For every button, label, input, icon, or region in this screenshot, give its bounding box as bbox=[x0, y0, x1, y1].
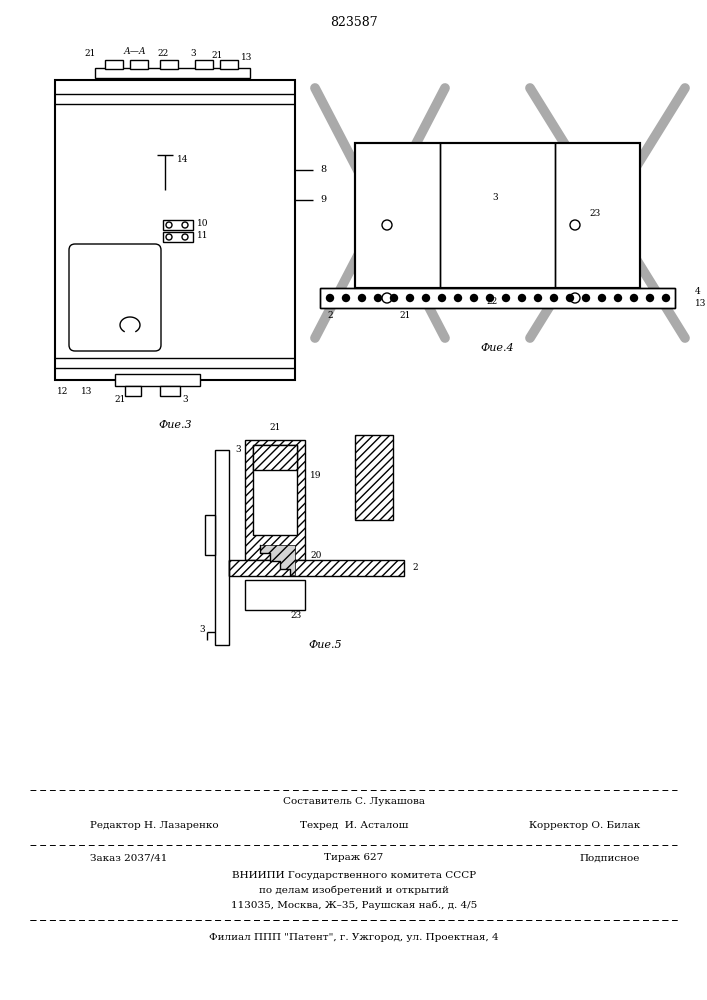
Text: 13: 13 bbox=[695, 300, 706, 308]
Text: 22: 22 bbox=[486, 298, 498, 306]
Circle shape bbox=[486, 294, 493, 302]
Bar bbox=[355, 143, 640, 288]
Text: 3: 3 bbox=[190, 49, 196, 58]
Text: 21: 21 bbox=[115, 395, 126, 404]
Text: 21: 21 bbox=[269, 424, 281, 432]
Circle shape bbox=[327, 294, 334, 302]
Circle shape bbox=[438, 294, 445, 302]
Text: Заказ 2037/41: Заказ 2037/41 bbox=[90, 854, 168, 862]
Circle shape bbox=[534, 294, 542, 302]
Text: 11: 11 bbox=[197, 232, 209, 240]
Text: 4: 4 bbox=[695, 288, 701, 296]
Text: 3: 3 bbox=[199, 626, 205, 635]
Bar bbox=[355, 435, 393, 520]
Text: 23: 23 bbox=[290, 610, 301, 619]
Bar bbox=[160, 60, 178, 69]
Bar bbox=[115, 374, 200, 386]
Text: 12: 12 bbox=[57, 387, 69, 396]
Text: 823587: 823587 bbox=[330, 15, 378, 28]
Text: Фие.4: Фие.4 bbox=[480, 343, 514, 353]
FancyBboxPatch shape bbox=[69, 244, 161, 351]
Bar bbox=[195, 60, 213, 69]
Bar bbox=[205, 515, 215, 555]
Text: по делам изобретений и открытий: по делам изобретений и открытий bbox=[259, 885, 449, 895]
Circle shape bbox=[646, 294, 653, 302]
Text: Фие.5: Фие.5 bbox=[308, 640, 341, 650]
Circle shape bbox=[375, 294, 382, 302]
Text: 3: 3 bbox=[492, 194, 498, 202]
Bar bbox=[253, 445, 297, 470]
Circle shape bbox=[455, 294, 462, 302]
Bar bbox=[229, 560, 404, 576]
Bar bbox=[355, 143, 640, 288]
Bar bbox=[95, 68, 250, 78]
Text: 2: 2 bbox=[412, 564, 418, 572]
Text: 13: 13 bbox=[81, 387, 93, 396]
Text: Редактор Н. Лазаренко: Редактор Н. Лазаренко bbox=[90, 820, 218, 830]
Circle shape bbox=[631, 294, 638, 302]
Text: 21: 21 bbox=[84, 49, 95, 58]
Text: 14: 14 bbox=[177, 155, 189, 164]
Circle shape bbox=[518, 294, 525, 302]
Text: 3: 3 bbox=[235, 446, 240, 454]
Bar bbox=[163, 232, 193, 242]
Text: Составитель С. Лукашова: Составитель С. Лукашова bbox=[283, 798, 425, 806]
Bar bbox=[163, 220, 193, 230]
Bar bbox=[245, 580, 305, 610]
Bar bbox=[105, 60, 123, 69]
Text: 3: 3 bbox=[182, 395, 188, 404]
Text: Техред  И. Асталош: Техред И. Асталош bbox=[300, 820, 408, 830]
Circle shape bbox=[407, 294, 414, 302]
Polygon shape bbox=[260, 545, 295, 575]
Circle shape bbox=[423, 294, 429, 302]
Text: 21: 21 bbox=[211, 51, 223, 60]
Text: 113035, Москва, Ж–35, Раушская наб., д. 4/5: 113035, Москва, Ж–35, Раушская наб., д. … bbox=[231, 900, 477, 910]
Bar bbox=[215, 450, 229, 645]
Bar bbox=[125, 386, 141, 396]
Text: 9: 9 bbox=[320, 196, 326, 205]
Text: Филиал ППП "Патент", г. Ужгород, ул. Проектная, 4: Филиал ППП "Патент", г. Ужгород, ул. Про… bbox=[209, 934, 499, 942]
Circle shape bbox=[583, 294, 590, 302]
Text: 13: 13 bbox=[241, 53, 252, 62]
Circle shape bbox=[342, 294, 349, 302]
Text: 21: 21 bbox=[399, 312, 411, 320]
Bar bbox=[245, 440, 305, 560]
Text: Тираж 627: Тираж 627 bbox=[325, 854, 384, 862]
Text: Фие.3: Фие.3 bbox=[158, 420, 192, 430]
Text: 10: 10 bbox=[197, 219, 209, 228]
Text: 19: 19 bbox=[310, 471, 322, 480]
Bar bbox=[55, 80, 295, 380]
Circle shape bbox=[599, 294, 605, 302]
Text: ВНИИПИ Государственного комитета СССР: ВНИИПИ Государственного комитета СССР bbox=[232, 870, 476, 880]
Text: 8: 8 bbox=[320, 165, 326, 174]
Text: 20: 20 bbox=[310, 550, 322, 560]
Circle shape bbox=[662, 294, 670, 302]
Text: 23: 23 bbox=[590, 209, 601, 218]
Circle shape bbox=[551, 294, 558, 302]
Text: 22: 22 bbox=[158, 49, 169, 58]
Bar bbox=[160, 386, 180, 396]
Bar bbox=[220, 60, 238, 69]
Circle shape bbox=[566, 294, 573, 302]
Bar bbox=[253, 445, 297, 535]
Bar bbox=[130, 60, 148, 69]
Circle shape bbox=[614, 294, 621, 302]
Text: Корректор О. Билак: Корректор О. Билак bbox=[529, 820, 640, 830]
Circle shape bbox=[470, 294, 477, 302]
Circle shape bbox=[358, 294, 366, 302]
Circle shape bbox=[390, 294, 397, 302]
Bar bbox=[320, 288, 675, 308]
Text: А—А: А—А bbox=[124, 47, 146, 56]
Bar bbox=[320, 288, 675, 308]
Text: Подписное: Подписное bbox=[580, 854, 640, 862]
Text: 2: 2 bbox=[327, 312, 332, 320]
Circle shape bbox=[503, 294, 510, 302]
